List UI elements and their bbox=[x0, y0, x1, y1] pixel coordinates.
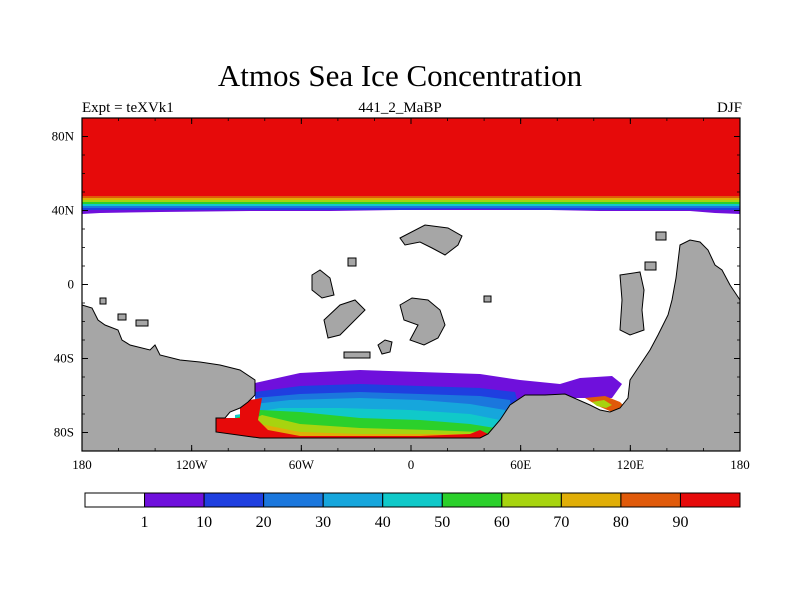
lon-tick-label: 0 bbox=[408, 457, 415, 472]
arctic-ice-band-10 bbox=[82, 209, 740, 214]
southern-ice-core bbox=[216, 398, 488, 438]
arctic-ice-band-40 bbox=[82, 204, 740, 206]
southern-ice-band-80 bbox=[248, 425, 484, 436]
colorbar-label: 90 bbox=[672, 514, 688, 531]
arctic-ice-band-20 bbox=[82, 208, 740, 210]
small-island-1 bbox=[347, 257, 357, 267]
colorbar-swatch bbox=[84, 492, 146, 508]
colorbar-label: 70 bbox=[553, 514, 569, 531]
lat-tick-label: 40S bbox=[54, 351, 74, 366]
colorbar-swatch bbox=[560, 492, 622, 508]
small-island-2 bbox=[483, 295, 492, 303]
small-island-5 bbox=[99, 297, 107, 305]
lat-tick-label: 0 bbox=[68, 277, 75, 292]
arctic-ice-band-50 bbox=[82, 202, 740, 204]
colorbar-swatch bbox=[322, 492, 384, 508]
south-america-lower bbox=[323, 299, 366, 339]
map-plot bbox=[81, 117, 741, 452]
lon-tick-label: 180 bbox=[730, 457, 750, 472]
lon-tick-label: 180 bbox=[72, 457, 92, 472]
arctic-ice-band-60 bbox=[82, 200, 740, 202]
colorbar-label: 40 bbox=[375, 514, 391, 531]
lon-tick-label: 60E bbox=[510, 457, 531, 472]
colorbar-swatch bbox=[501, 492, 562, 508]
lon-tick-label: 120E bbox=[617, 457, 645, 472]
small-island-7 bbox=[135, 319, 149, 327]
colorbar-swatch bbox=[382, 492, 443, 508]
southern-ice-band-70 bbox=[240, 415, 488, 436]
small-island-3 bbox=[655, 231, 667, 241]
time-label: 441_2_MaBP bbox=[358, 100, 442, 116]
longitude-axis: 180 120W 60W 0 60E 120E 180 bbox=[72, 118, 750, 472]
small-island-8 bbox=[343, 351, 371, 359]
arctic-ice-band-30 bbox=[82, 206, 740, 208]
colorbar-label: 30 bbox=[315, 514, 331, 531]
colorbar-label: 10 bbox=[196, 514, 212, 531]
colorbar-label: 1 bbox=[141, 514, 149, 531]
land-masses bbox=[81, 224, 741, 452]
colorbar-swatch bbox=[441, 492, 503, 508]
arctic-ice-band-70 bbox=[82, 198, 740, 200]
small-island-6 bbox=[117, 313, 127, 321]
land-west bbox=[81, 239, 741, 452]
colorbar-label: 60 bbox=[494, 514, 510, 531]
lat-tick-label: 80N bbox=[52, 129, 75, 144]
lon-tick-label: 120W bbox=[176, 457, 209, 472]
colorbar-swatch bbox=[203, 492, 265, 508]
colorbar-label: 80 bbox=[613, 514, 629, 531]
colorbar-swatch bbox=[620, 492, 681, 508]
lat-tick-label: 40N bbox=[52, 203, 75, 218]
lon-tick-label: 60W bbox=[289, 457, 315, 472]
arctic-ice-core bbox=[82, 118, 740, 196]
madagascar bbox=[377, 339, 393, 355]
colorbar: 1 10 20 30 40 50 60 70 80 90 bbox=[84, 492, 741, 531]
arctic-ice-band-80 bbox=[82, 196, 740, 198]
indonesia-1 bbox=[619, 271, 645, 336]
colorbar-label: 20 bbox=[256, 514, 272, 531]
colorbar-swatch bbox=[263, 492, 324, 508]
africa-island bbox=[399, 224, 463, 256]
colorbar-swatch bbox=[679, 492, 741, 508]
season-label: DJF bbox=[716, 100, 742, 116]
colorbar-swatch bbox=[144, 492, 205, 508]
experiment-label: Expt = teXVk1 bbox=[82, 100, 174, 116]
colorbar-label: 50 bbox=[434, 514, 450, 531]
indian-ocean-ice-patch-inner bbox=[592, 400, 612, 408]
south-america-upper bbox=[311, 269, 335, 299]
lat-tick-label: 80S bbox=[54, 425, 74, 440]
latitude-axis: 80N 40N 0 40S 80S bbox=[52, 129, 740, 440]
map-title: Atmos Sea Ice Concentration bbox=[217, 58, 583, 93]
small-island-4 bbox=[644, 261, 657, 271]
arctic-sea-ice bbox=[82, 118, 740, 214]
india-block bbox=[399, 297, 446, 346]
